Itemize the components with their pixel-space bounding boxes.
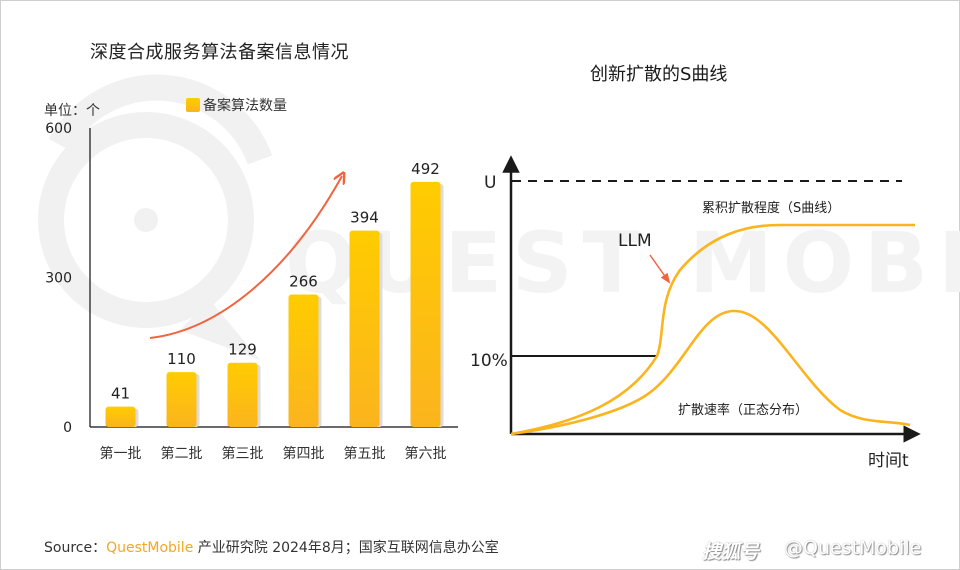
s-curve-title: 创新扩散的S曲线	[590, 64, 728, 85]
ten-percent-label: 10%	[470, 351, 508, 371]
bar	[166, 372, 197, 427]
bar-value-label: 41	[111, 385, 130, 403]
s-curve-chart: U 10% LLM 累积扩散程度（S曲线） 扩散速率（正态分布） 时间t	[470, 155, 921, 471]
llm-label: LLM	[618, 231, 652, 251]
source-prefix: Source：	[44, 540, 107, 556]
x-tick-label: 第五批	[344, 445, 386, 462]
x-tick-label: 第三批	[222, 445, 264, 462]
bar-value-label: 129	[228, 341, 257, 359]
legend-swatch	[186, 98, 200, 112]
bar-chart-title: 深度合成服务算法备案信息情况	[90, 42, 349, 63]
legend: 备案算法数量	[186, 95, 287, 115]
unit-label: 单位：个	[44, 103, 100, 119]
trend-arrow	[149, 176, 342, 339]
bar-value-label: 266	[289, 272, 318, 290]
bar	[227, 362, 258, 427]
watermark-logo-icon	[38, 74, 273, 328]
bar	[105, 406, 136, 427]
bar-value-label: 394	[350, 209, 379, 227]
source-rest: 产业研究院 2024年8月；国家互联网信息办公室	[193, 540, 499, 556]
bar	[349, 230, 380, 427]
source-brand: QuestMobile	[106, 540, 194, 556]
bar	[288, 294, 319, 427]
y-tick-label: 0	[63, 420, 72, 436]
s-curve-label: 累积扩散程度（S曲线）	[702, 200, 840, 216]
x-tick-label: 第一批	[100, 445, 142, 462]
source-note: Source：QuestMobile 产业研究院 2024年8月；国家互联网信息…	[44, 537, 499, 557]
bell-curve-line	[510, 309, 911, 436]
llm-arrow	[649, 254, 671, 284]
bar	[410, 181, 441, 427]
bell-curve-label: 扩散速率（正态分布）	[678, 402, 808, 418]
bar-chart: 0 300 600 41 第一批 110 第二批 129 第三批 266 第四批 394 第五批 492…	[45, 121, 458, 462]
bar-value-label: 492	[411, 160, 440, 178]
y-tick-label: 300	[45, 271, 72, 287]
x-axis-label: 时间t	[868, 451, 909, 471]
u-label: U	[484, 173, 496, 193]
x-tick-label: 第六批	[405, 445, 447, 462]
legend-label: 备案算法数量	[203, 98, 287, 114]
s-curve-line	[510, 223, 915, 436]
y-tick-label: 600	[45, 121, 72, 137]
x-tick-label: 第四批	[283, 445, 325, 462]
credit-account: @QuestMobile	[784, 537, 922, 559]
x-tick-label: 第二批	[161, 445, 203, 462]
bar-value-label: 110	[167, 350, 196, 368]
credit-platform: 搜狐号	[702, 541, 760, 563]
watermark-text: QUEST MOBILE	[285, 214, 960, 312]
